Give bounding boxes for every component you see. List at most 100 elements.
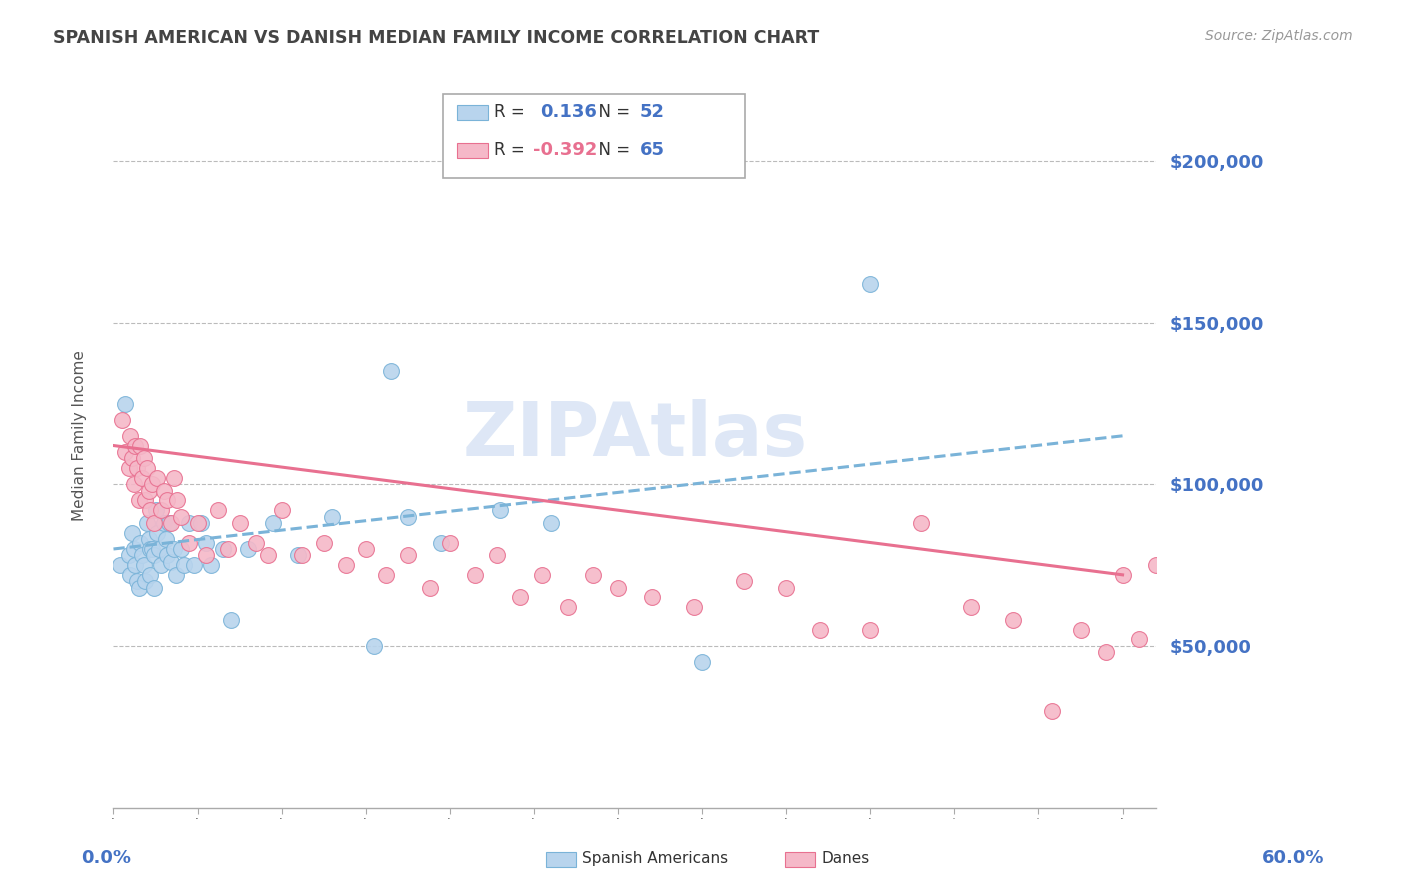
Point [245,535,267,549]
Point [354,541,377,556]
Point [540,516,562,530]
Point [489,503,512,517]
Point [149,503,172,517]
Point [396,549,419,563]
Point [117,461,139,475]
Point [139,503,162,517]
Text: R =: R = [494,103,530,121]
Point [217,541,239,556]
Point [187,516,209,530]
Point [128,581,150,595]
Point [211,541,233,556]
Text: Danes: Danes [821,852,869,866]
Point [640,591,662,605]
Point [430,535,453,549]
Point [149,558,172,573]
Point [163,541,186,556]
Point [262,516,284,530]
Text: N =: N = [588,141,636,159]
Point [111,412,134,426]
Point [124,558,146,573]
Point [170,509,193,524]
Text: R =: R = [494,141,530,159]
Point [114,396,136,410]
Point [195,535,218,549]
Point [128,493,150,508]
Text: 0.0%: 0.0% [82,849,132,867]
Point [108,558,131,573]
Point [156,493,179,508]
Point [142,516,165,530]
Point [1111,567,1133,582]
Point [153,483,176,498]
Point [960,600,983,615]
Point [236,541,259,556]
Point [129,535,152,549]
Point [139,541,162,556]
Point [141,477,163,491]
Point [1070,623,1092,637]
Point [808,623,831,637]
Text: Source: ZipAtlas.com: Source: ZipAtlas.com [1205,29,1353,43]
Text: SPANISH AMERICAN VS DANISH MEDIAN FAMILY INCOME CORRELATION CHART: SPANISH AMERICAN VS DANISH MEDIAN FAMILY… [53,29,820,46]
Text: N =: N = [588,103,636,121]
Point [139,567,162,582]
Point [124,438,146,452]
Point [141,541,163,556]
Point [291,549,314,563]
Point [363,639,385,653]
Point [207,503,229,517]
Text: Spanish Americans: Spanish Americans [582,852,728,866]
Point [132,558,155,573]
Point [117,549,139,563]
Point [270,503,292,517]
Text: 52: 52 [640,103,665,121]
Point [682,600,704,615]
Point [157,516,180,530]
Point [132,451,155,466]
Point [145,503,167,517]
Point [134,574,156,589]
Point [733,574,755,589]
Point [129,438,152,452]
Point [166,493,188,508]
Point [138,533,160,547]
Point [859,623,882,637]
Point [557,600,579,615]
Point [228,516,250,530]
Point [1128,632,1150,647]
Point [183,558,205,573]
Text: ZIPAtlas: ZIPAtlas [463,400,807,473]
Point [153,516,176,530]
Point [607,581,630,595]
Point [131,471,153,485]
Y-axis label: Median Family Income: Median Family Income [73,351,87,521]
Point [134,493,156,508]
Point [374,567,396,582]
Point [121,451,143,466]
Point [146,525,169,540]
Point [859,277,882,291]
Point [1144,558,1167,573]
Text: 65: 65 [640,141,665,159]
Point [131,549,153,563]
Point [195,549,218,563]
Point [136,461,159,475]
Point [287,549,309,563]
Point [159,555,181,569]
Point [120,567,142,582]
Point [121,525,143,540]
Point [114,445,136,459]
Point [136,516,159,530]
Point [1002,613,1025,627]
Point [200,558,222,573]
Text: 60.0%: 60.0% [1263,849,1324,867]
Point [219,613,242,627]
Point [335,558,357,573]
Point [179,516,201,530]
Point [531,567,554,582]
Point [1040,704,1063,718]
Point [148,541,170,556]
Point [312,535,335,549]
Point [485,549,508,563]
